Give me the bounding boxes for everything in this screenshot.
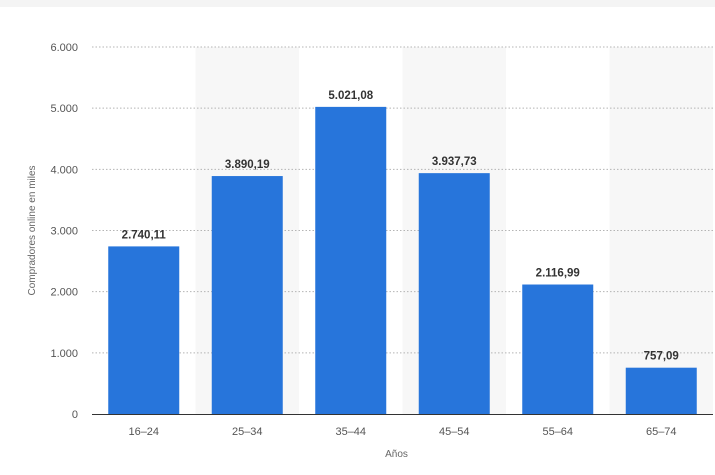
top-shade [0,0,715,7]
x-tick-label: 35–44 [335,426,366,438]
y-axis-ticks: 0 1.000 2.000 3.000 4.000 5.000 6.000 [50,42,78,421]
y-tick-label: 3.000 [50,226,78,238]
x-axis-ticks: 16–24 25–34 35–44 45–54 55–64 65–74 [128,426,676,438]
x-tick-label: 65–74 [646,426,677,438]
data-label: 5.021,08 [328,90,373,102]
data-label: 3.937,73 [432,156,477,168]
y-tick-label: 6.000 [50,42,78,54]
y-tick-label: 2.000 [50,287,78,299]
y-tick-label: 5.000 [50,103,78,115]
data-label: 2.740,11 [122,229,167,241]
bar-35-44[interactable] [315,106,387,415]
y-tick-label: 0 [72,409,78,421]
x-tick-label: 55–64 [542,426,573,438]
bar-45-54[interactable] [418,173,490,414]
bar-65-74[interactable] [625,367,697,414]
data-labels: 2.740,11 3.890,19 5.021,08 3.937,73 2.116,99… [122,90,679,363]
bar-25-34[interactable] [211,176,283,414]
x-axis-title: Años [385,449,408,460]
x-tick-label: 16–24 [128,426,159,438]
data-label: 757,09 [644,351,679,363]
y-tick-label: 1.000 [50,348,78,360]
bar-16-24[interactable] [108,246,180,414]
y-axis-title: Compradores online en miles [27,165,38,295]
column-band [609,47,713,414]
bars [108,106,697,415]
y-tick-label: 4.000 [50,164,78,176]
x-tick-label: 45–54 [439,426,470,438]
bar-55-64[interactable] [522,284,594,414]
data-label: 3.890,19 [225,159,270,171]
data-label: 2.116,99 [536,268,580,280]
x-tick-label: 25–34 [232,426,263,438]
